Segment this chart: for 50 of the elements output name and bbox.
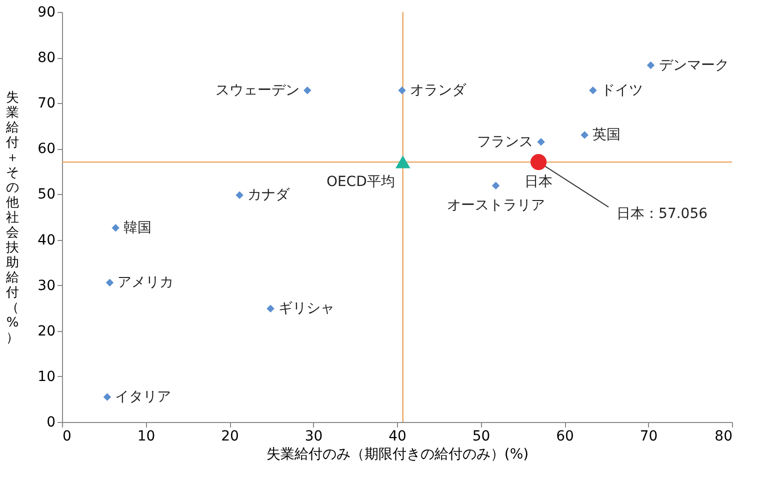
point [106, 278, 114, 286]
point [395, 155, 410, 168]
series-label: 英国 [592, 127, 621, 143]
y-tick-label: 70 [38, 96, 56, 112]
series-label: 日本 [524, 174, 553, 190]
series-label: 韓国 [124, 220, 152, 236]
y-tick-label: 40 [38, 232, 56, 248]
x-axis-title: 失業給付のみ（期限付きの給付のみ）(%) [266, 446, 529, 462]
series-label: ドイツ [600, 82, 643, 98]
point [492, 182, 500, 190]
y-tick-label: 60 [38, 141, 56, 158]
series-label: イタリア [115, 388, 172, 405]
series-label: デンマーク [658, 57, 729, 74]
y-tick-label: 10 [38, 368, 56, 385]
x-tick-label: 70 [640, 428, 658, 444]
series-label: OECD平均 [326, 174, 395, 190]
x-tick-label: 50 [472, 428, 490, 444]
text: 失業給付＋その他社会扶助給付（%） [6, 90, 19, 346]
series-label: スウェーデン [215, 82, 300, 98]
series-label: カナダ [248, 187, 291, 204]
point [537, 138, 545, 146]
annotation: 日本：57.056 [616, 206, 708, 222]
y-tick-label: 20 [38, 323, 56, 340]
series-label: フランス [477, 134, 534, 150]
series-label: ギリシャ [278, 300, 335, 317]
y-tick-label: 80 [38, 50, 56, 66]
y-tick-label: 90 [38, 4, 56, 20]
x-tick-label: 60 [556, 428, 574, 444]
point [580, 131, 588, 139]
series-label: アメリカ [118, 274, 174, 291]
point [112, 224, 120, 232]
point [266, 304, 274, 312]
point [103, 393, 112, 401]
x-tick-label: 30 [304, 428, 323, 444]
point [236, 191, 244, 200]
series-label: オーストラリア [446, 198, 545, 214]
point [589, 86, 597, 94]
point [646, 61, 655, 70]
point [530, 154, 547, 170]
x-tick-label: 10 [137, 428, 156, 444]
x-tick-label: 40 [388, 428, 406, 444]
point [304, 86, 312, 94]
y-tick-label: 50 [38, 186, 56, 203]
x-tick-label: 0 [62, 428, 72, 444]
x-tick-label: 80 [714, 428, 732, 444]
point [398, 86, 406, 94]
x-tick-label: 20 [221, 428, 239, 444]
y-tick-label: 0 [46, 414, 56, 430]
y-tick-label: 30 [38, 278, 56, 294]
series-label: オランダ [410, 82, 468, 98]
